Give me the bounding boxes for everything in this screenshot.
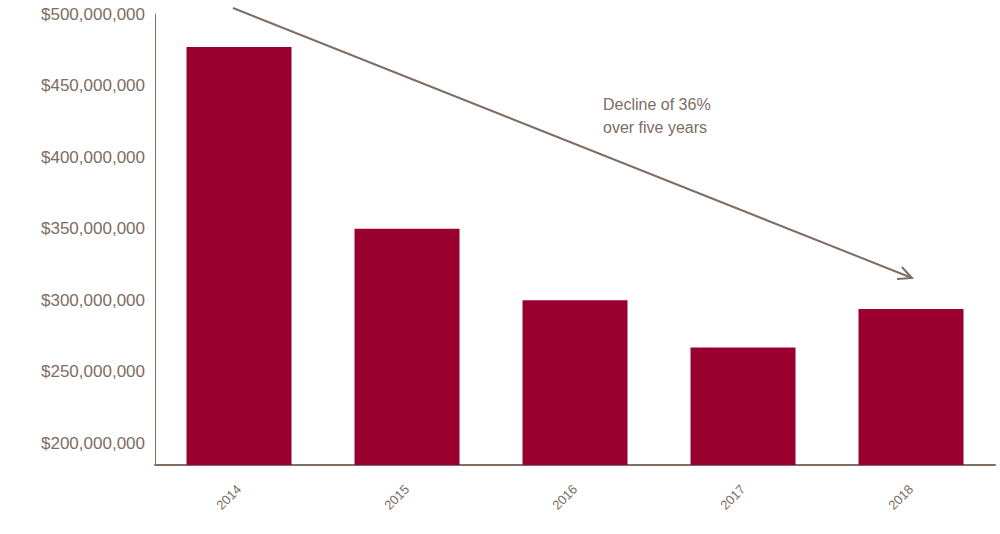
svg-text:2016: 2016 <box>549 482 580 513</box>
svg-text:2014: 2014 <box>213 482 244 513</box>
svg-text:$450,000,000: $450,000,000 <box>41 76 145 95</box>
svg-text:2015: 2015 <box>381 482 412 513</box>
svg-text:Decline of 36%: Decline of 36% <box>603 96 711 113</box>
svg-text:$250,000,000: $250,000,000 <box>41 362 145 381</box>
svg-text:$400,000,000: $400,000,000 <box>41 148 145 167</box>
svg-text:over five years: over five years <box>603 119 707 136</box>
svg-text:2017: 2017 <box>717 482 748 513</box>
svg-text:2018: 2018 <box>885 482 916 513</box>
svg-text:$200,000,000: $200,000,000 <box>41 434 145 453</box>
svg-text:$500,000,000: $500,000,000 <box>41 5 145 24</box>
svg-text:$300,000,000: $300,000,000 <box>41 291 145 310</box>
svg-text:$350,000,000: $350,000,000 <box>41 219 145 238</box>
